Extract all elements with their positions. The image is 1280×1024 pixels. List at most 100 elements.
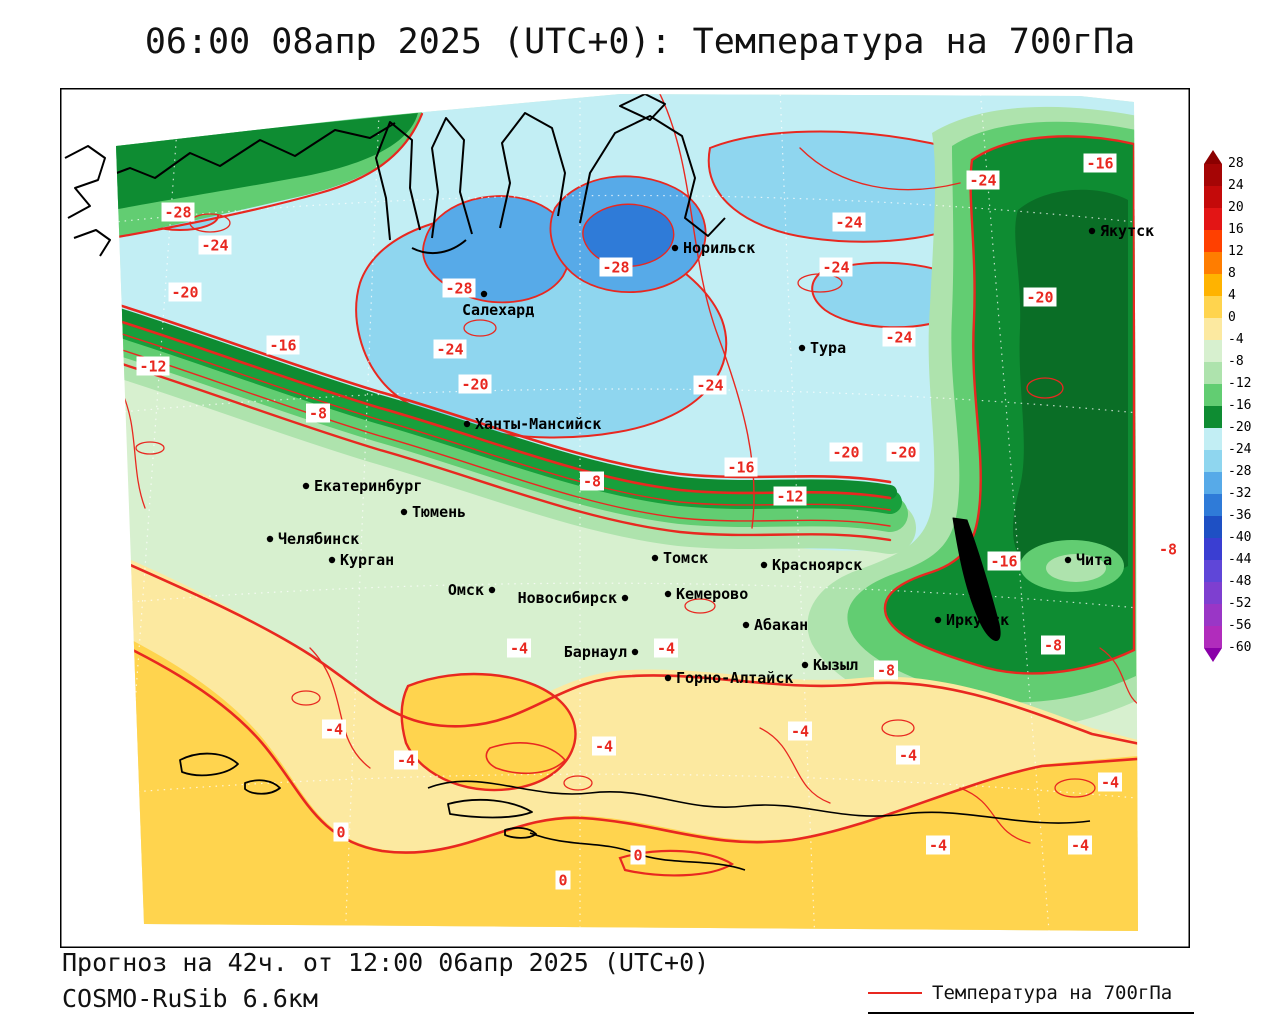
city-marker: Ханты-Мансийск [463,415,601,433]
contour-label-box [168,282,202,302]
colorbar-label: -12 [1228,376,1252,391]
contour-label: -24 [693,375,727,395]
city-label: Абакан [754,616,808,634]
city-label: Курган [340,551,394,569]
colorbar-label: -60 [1228,640,1252,655]
city-label: Барнаул [564,643,627,661]
city-dot [400,508,408,516]
colorbar-band [1204,582,1222,604]
contour-label-box [882,327,916,347]
field-gold-south [116,606,1138,931]
contour-label-value: -4 [1101,774,1119,792]
city-dot [266,535,274,543]
contour-label-value: -20 [832,444,859,462]
contour-label-box [442,278,476,298]
contour-label: -8 [874,660,898,680]
contour-label-box [819,257,853,277]
contour-label-box [1041,635,1065,655]
contour-label: -20 [829,442,863,462]
contour-label-value: -20 [889,444,916,462]
contour-label-value: 0 [558,872,567,890]
city-label: Омск [448,581,484,599]
colorbar-band [1204,230,1222,252]
contour-label-value: -4 [791,723,809,741]
contour-label-box [829,442,863,462]
city-dot [801,661,809,669]
city-marker: Салехард [462,290,534,319]
legend-contour-line-sample [868,992,922,994]
colorbar-label: 4 [1228,288,1236,303]
colorbar-label: -48 [1228,574,1252,589]
contour-label: -8 [580,471,604,491]
colorbar-band [1204,450,1222,472]
contour-label: -4 [592,736,616,756]
contour-label: -8 [1156,539,1180,559]
colorbar-band [1204,516,1222,538]
contour-label-box [1098,772,1122,792]
colorbar-band [1204,186,1222,208]
contour-label-layer: -28 -28 -28 -24 -24 -24 -24 -24 -24 -24 -20 -20 -20 -… [136,153,1180,890]
city-dot [671,244,679,252]
contour-label: -4 [1098,772,1122,792]
colorbar: 28 24 20 16 12 8 4 0 -4 -8 -12 -16 -20 -24 -28 -32 -36 -4… [1204,150,1276,710]
colorbar-bands [1204,164,1222,648]
colorbar-band [1204,252,1222,274]
city-marker: Тура [798,339,846,357]
contour-label-box [394,750,418,770]
lake-baikal [952,517,1001,641]
city-dot [1064,556,1072,564]
contour-label-box [333,822,349,842]
city-dot [651,554,659,562]
contour-label-box [198,235,232,255]
contour-label-box [966,170,1000,190]
contour-label: -4 [896,745,920,765]
graticule [116,94,1138,931]
colorbar-label: -32 [1228,486,1252,501]
contour-label-box [1023,287,1057,307]
colorbar-label: 28 [1228,156,1244,171]
city-dot [463,420,471,428]
contour-label: 0 [555,870,571,890]
forecast-info: Прогноз на 42ч. от 12:00 06апр 2025 (UTC… [62,948,710,977]
contour-label: -24 [433,339,467,359]
city-dot [798,344,806,352]
city-layer: Норильск Якутск Салехард Тура Ханты-Мансийск… [266,222,1154,687]
contour-label: -16 [724,457,758,477]
city-marker: Барнаул [564,643,639,661]
city-dot [621,594,629,602]
city-marker: Норильск [671,239,755,257]
contour-label-box [433,339,467,359]
city-label: Тюмень [412,503,466,521]
contour-label-value: -4 [397,752,415,770]
model-info: COSMO-RuSib 6.6км [62,984,318,1013]
contour-label-value: -8 [877,662,895,680]
contour-label-value: -8 [1159,541,1177,559]
colorbar-label: 12 [1228,244,1244,259]
colorbar-band [1204,340,1222,362]
contour-label: -24 [966,170,1000,190]
city-label: Новосибирск [518,589,617,607]
contour-label-box [306,403,330,423]
colorbar-label: -20 [1228,420,1252,435]
contour-label-value: -20 [171,284,198,302]
contour-label-value: -4 [325,721,343,739]
field-darkblue-core [582,203,675,267]
contour-label-box [886,442,920,462]
contour-label-box [136,356,170,376]
colorbar-label: -36 [1228,508,1252,523]
city-label: Салехард [462,301,534,319]
contour-label-value: -12 [139,358,166,376]
contour-label-box [724,457,758,477]
contour-label: -4 [788,721,812,741]
colorbar-label: -24 [1228,442,1252,457]
colorbar-band [1204,362,1222,384]
contour-label-value: -28 [445,280,472,298]
contour-label-value: -20 [461,376,488,394]
contour-label: -24 [198,235,232,255]
city-label: Екатеринбург [314,477,422,495]
city-marker: Томск [651,549,708,567]
contour-label-box [580,471,604,491]
colorbar-label: -56 [1228,618,1252,633]
colorbar-band [1204,538,1222,560]
colorbar-band [1204,384,1222,406]
